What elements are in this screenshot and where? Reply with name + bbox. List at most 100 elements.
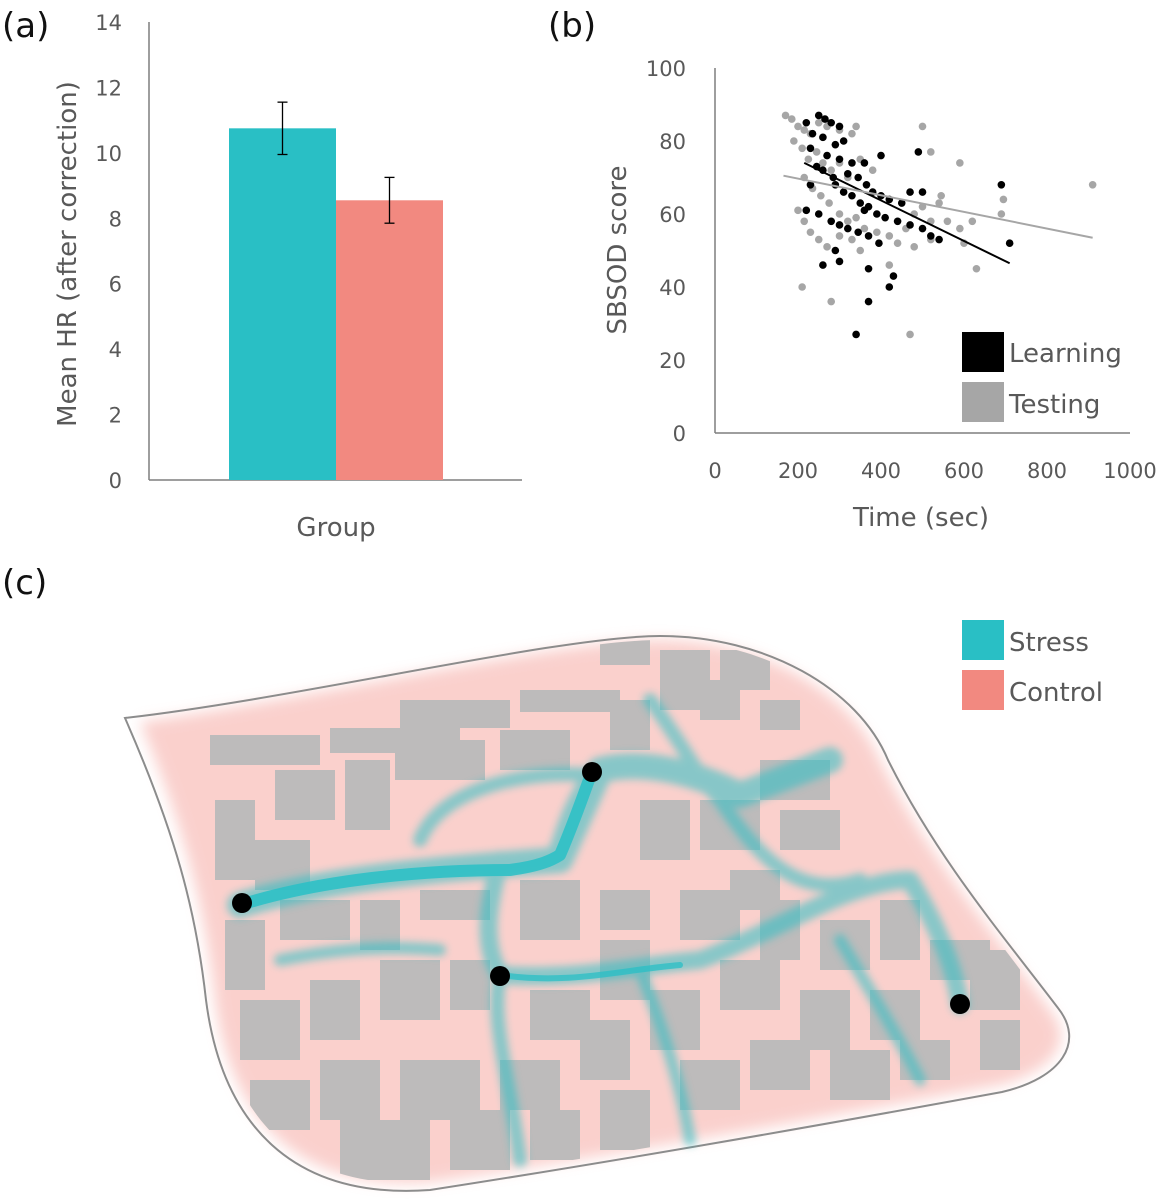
learning-point bbox=[906, 188, 914, 196]
stress-route-se bbox=[834, 934, 926, 1086]
testing-point bbox=[956, 224, 964, 233]
building bbox=[310, 980, 360, 1040]
learning-point bbox=[864, 264, 873, 273]
testing-point bbox=[885, 261, 894, 269]
y-tick-label: 12 bbox=[95, 76, 122, 100]
building bbox=[580, 1020, 630, 1080]
testing-point bbox=[825, 199, 833, 207]
testing-point bbox=[798, 283, 806, 291]
legend-swatch-stress bbox=[962, 620, 1004, 660]
learning-point bbox=[860, 159, 869, 167]
learning-point bbox=[897, 199, 906, 207]
testing-point bbox=[790, 137, 798, 145]
building bbox=[680, 1060, 740, 1110]
learning-point bbox=[835, 257, 844, 266]
y-tick-label: 0 bbox=[673, 422, 686, 446]
trendlines bbox=[783, 162, 1093, 265]
testing-point bbox=[827, 166, 835, 174]
testing-point bbox=[956, 159, 964, 167]
learning-trendline bbox=[803, 162, 1011, 265]
learning-point bbox=[862, 181, 871, 189]
bar-control bbox=[336, 200, 443, 481]
testing-point bbox=[800, 126, 809, 134]
building bbox=[600, 1090, 650, 1150]
testing-point bbox=[972, 264, 981, 273]
learning-point bbox=[914, 148, 923, 156]
learning-point bbox=[852, 330, 860, 339]
bars bbox=[229, 128, 443, 481]
boundary-road bbox=[123, 634, 1071, 1192]
testing-point bbox=[856, 246, 865, 255]
testing-point bbox=[1088, 181, 1097, 189]
learning-point bbox=[918, 224, 927, 233]
testing-point bbox=[798, 144, 806, 153]
learning-point bbox=[873, 210, 881, 218]
stress-paths bbox=[227, 693, 969, 1167]
learning-point bbox=[927, 232, 935, 240]
y-tick-labels: 0 20 40 60 80 100 bbox=[646, 57, 686, 446]
building bbox=[880, 900, 920, 960]
stress-route-loop bbox=[413, 767, 597, 867]
testing-point bbox=[943, 217, 952, 226]
learning-point bbox=[1005, 239, 1014, 247]
building bbox=[360, 900, 400, 950]
building bbox=[210, 735, 320, 765]
learning-point bbox=[827, 118, 835, 127]
testing-point bbox=[848, 235, 856, 244]
testing-point bbox=[823, 243, 831, 251]
destination-markers bbox=[232, 762, 970, 1014]
x-tick-label: 600 bbox=[944, 459, 984, 483]
legend-swatch-control bbox=[962, 670, 1004, 710]
building bbox=[275, 770, 335, 820]
stress-route-ne bbox=[643, 693, 867, 893]
stress-route-east bbox=[479, 851, 969, 1014]
building bbox=[610, 700, 650, 750]
testing-point bbox=[860, 224, 869, 233]
learning-point bbox=[844, 170, 852, 178]
building bbox=[215, 800, 255, 880]
building bbox=[530, 1110, 580, 1160]
learning-point bbox=[856, 199, 865, 207]
testing-point bbox=[787, 115, 796, 123]
testing-point bbox=[893, 239, 902, 247]
building bbox=[680, 890, 740, 940]
testing-point bbox=[817, 191, 825, 200]
stress-route-south bbox=[490, 968, 527, 1167]
learning-point bbox=[814, 111, 823, 120]
y-tick-label: 20 bbox=[659, 349, 686, 373]
destination-marker bbox=[232, 893, 252, 913]
learning-point bbox=[827, 217, 835, 226]
testing-point bbox=[968, 217, 977, 226]
legend-swatch-testing bbox=[962, 382, 1004, 422]
learning-point bbox=[839, 137, 848, 145]
y-tick-label: 100 bbox=[646, 57, 686, 81]
learning-point bbox=[997, 181, 1006, 189]
x-axis-title: Time (sec) bbox=[852, 503, 989, 533]
x-tick-label: 800 bbox=[1027, 459, 1067, 483]
y-tick-label: 0 bbox=[109, 469, 122, 493]
building bbox=[400, 700, 510, 728]
learning-point bbox=[848, 159, 856, 167]
testing-point bbox=[835, 210, 844, 218]
legend-b: Learning Testing bbox=[962, 332, 1122, 422]
building bbox=[395, 740, 485, 780]
building bbox=[600, 890, 650, 930]
building bbox=[420, 890, 490, 920]
stress-main-path bbox=[234, 766, 598, 911]
testing-point bbox=[827, 297, 835, 306]
y-tick-label: 14 bbox=[95, 11, 122, 35]
learning-point bbox=[881, 213, 889, 222]
learning-point bbox=[935, 235, 943, 244]
legend-c: Stress Control bbox=[962, 620, 1103, 710]
x-axis-title: Group bbox=[296, 513, 375, 543]
x-tick-label: 200 bbox=[778, 459, 818, 483]
building bbox=[450, 1110, 510, 1170]
panel-label-b: (b) bbox=[548, 6, 596, 46]
testing-point bbox=[852, 122, 860, 131]
learning-point bbox=[918, 188, 927, 196]
x-tick-label: 400 bbox=[861, 459, 901, 483]
legend-swatch-learning bbox=[962, 332, 1004, 372]
learning-point bbox=[819, 261, 827, 269]
building bbox=[780, 810, 840, 850]
